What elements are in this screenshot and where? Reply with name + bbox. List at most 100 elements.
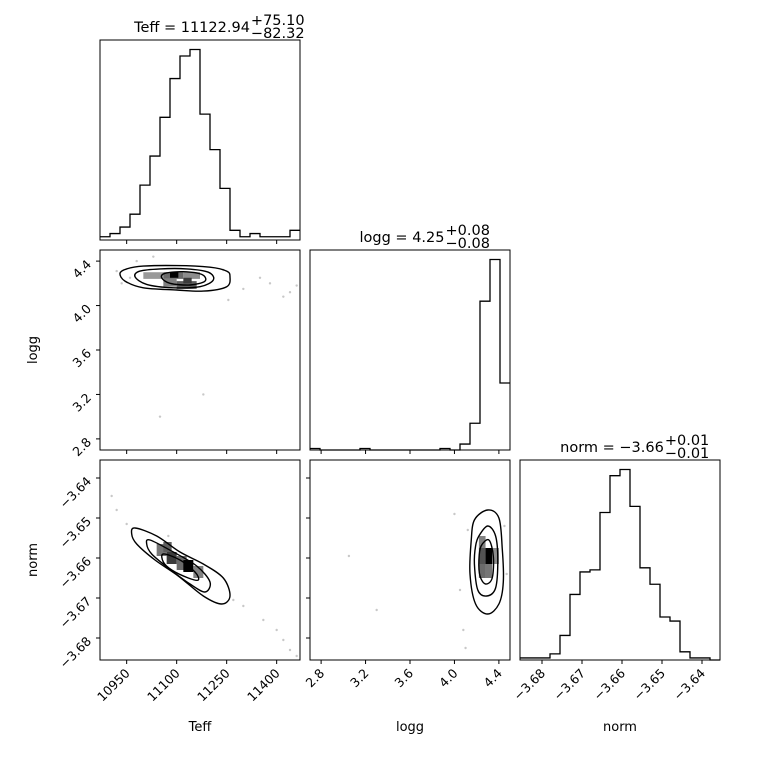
density-cell bbox=[176, 556, 187, 570]
y-tick-label-norm: −3.68 bbox=[56, 633, 94, 671]
density-panel-Teff-norm bbox=[110, 494, 298, 658]
x-tick-label-Teff: 11400 bbox=[244, 665, 283, 704]
scatter-point bbox=[295, 654, 298, 658]
scatter-point bbox=[375, 608, 378, 612]
x-tick-label-logg: 4.4 bbox=[480, 665, 505, 690]
x-axis-label-logg: logg bbox=[396, 720, 424, 735]
scatter-point bbox=[120, 282, 123, 285]
x-tick-label-logg: 4.0 bbox=[436, 665, 461, 690]
scatter-point bbox=[135, 259, 138, 263]
y-tick-label-norm: −3.67 bbox=[56, 594, 94, 632]
scatter-point bbox=[288, 291, 292, 294]
scatter-point bbox=[462, 628, 465, 632]
panel-title-norm: norm = −3.66 +0.01−0.01 bbox=[560, 433, 709, 462]
histogram-Teff bbox=[100, 48, 300, 238]
y-tick-label-logg: 2.8 bbox=[69, 434, 94, 459]
title-plus-error-norm: +0.01 bbox=[665, 433, 709, 449]
histogram-logg bbox=[310, 258, 510, 451]
density-cell bbox=[478, 548, 486, 564]
density-cell bbox=[166, 552, 177, 564]
panel-frame-Teff-norm bbox=[99, 459, 301, 661]
scatter-point bbox=[152, 255, 155, 258]
panel-title-Teff: Teff = 11122.94 +75.10−82.32 bbox=[133, 13, 305, 42]
contour-level-1 bbox=[469, 509, 505, 615]
scatter-point bbox=[158, 415, 162, 418]
scatter-point bbox=[505, 572, 508, 576]
y-tick-label-norm: −3.66 bbox=[56, 553, 94, 591]
x-tick-label-Teff: 11100 bbox=[144, 665, 183, 704]
title-value-logg: logg = 4.25 bbox=[360, 230, 445, 246]
scatter-point bbox=[115, 269, 118, 273]
scatter-point bbox=[347, 554, 351, 558]
y-axis-label-norm: norm bbox=[26, 543, 41, 577]
scatter-point bbox=[258, 276, 262, 279]
density-cell bbox=[193, 566, 204, 578]
title-plus-error-Teff: +75.10 bbox=[251, 13, 305, 29]
contour-level-3 bbox=[478, 538, 495, 585]
y-tick-label-norm: −3.65 bbox=[56, 514, 94, 552]
scatter-point bbox=[242, 604, 245, 608]
scatter-point bbox=[466, 528, 469, 532]
density-panel-Teff-logg bbox=[115, 255, 298, 418]
histogram-step-norm bbox=[520, 468, 720, 661]
density-cell bbox=[183, 277, 192, 284]
scatter-point bbox=[242, 287, 245, 291]
scatter-point bbox=[110, 494, 113, 498]
scatter-point bbox=[262, 618, 265, 622]
density-cell bbox=[478, 564, 486, 578]
title-value-Teff: Teff = 11122.94 bbox=[133, 20, 250, 36]
scatter-point bbox=[503, 524, 506, 528]
title-minus-error-Teff: −82.32 bbox=[251, 26, 305, 42]
x-tick-label-norm: −3.65 bbox=[630, 666, 668, 704]
panel-frame-Teff-logg bbox=[99, 249, 301, 451]
scatter-point bbox=[295, 284, 298, 287]
title-plus-error-logg: +0.08 bbox=[445, 223, 489, 239]
panel-title-logg: logg = 4.25 +0.08−0.08 bbox=[360, 223, 490, 252]
histogram-step-Teff bbox=[100, 48, 300, 238]
scatter-point bbox=[288, 648, 292, 652]
x-axis-label-norm: norm bbox=[603, 720, 637, 735]
title-value-norm: norm = −3.66 bbox=[560, 440, 664, 456]
density-cell bbox=[478, 536, 486, 548]
scatter-point bbox=[128, 276, 132, 279]
contour-level-2 bbox=[473, 525, 499, 597]
title-minus-error-norm: −0.01 bbox=[665, 446, 709, 462]
density-cell bbox=[492, 548, 499, 564]
histogram-step-logg bbox=[310, 258, 510, 451]
scatter-point bbox=[275, 628, 278, 632]
x-tick-label-logg: 3.2 bbox=[347, 666, 372, 691]
x-tick-label-norm: −3.68 bbox=[510, 665, 548, 703]
histogram-frame-Teff bbox=[99, 39, 301, 241]
scatter-point bbox=[453, 512, 456, 516]
contour-level-3 bbox=[160, 270, 207, 286]
contour-level-1 bbox=[119, 264, 231, 292]
density-cell bbox=[143, 272, 164, 279]
x-tick-label-Teff: 11250 bbox=[194, 665, 233, 704]
y-tick-label-logg: 4.4 bbox=[69, 257, 94, 282]
title-minus-error-logg: −0.08 bbox=[445, 236, 489, 252]
x-tick-label-logg: 2.8 bbox=[303, 665, 328, 690]
x-tick-label-Teff: 10950 bbox=[94, 665, 133, 704]
density-cell bbox=[485, 548, 493, 564]
scatter-point bbox=[167, 534, 170, 538]
histogram-frame-norm bbox=[519, 459, 721, 661]
scatter-point bbox=[268, 282, 272, 285]
density-cell bbox=[170, 272, 179, 278]
scatter-point bbox=[282, 295, 285, 298]
scatter-point bbox=[125, 522, 128, 526]
scatter-point bbox=[232, 598, 235, 602]
density-cell bbox=[163, 542, 172, 552]
scatter-point bbox=[464, 646, 467, 650]
density-cell bbox=[156, 544, 167, 556]
y-tick-label-logg: 4.0 bbox=[69, 301, 94, 326]
x-tick-label-logg: 3.6 bbox=[391, 665, 416, 690]
y-tick-label-norm: −3.64 bbox=[56, 473, 94, 511]
x-tick-label-norm: −3.66 bbox=[590, 665, 628, 703]
scatter-point bbox=[227, 298, 230, 302]
x-tick-label-norm: −3.67 bbox=[550, 666, 588, 704]
scatter-point bbox=[202, 393, 205, 396]
scatter-point bbox=[458, 588, 462, 592]
scatter-point bbox=[115, 508, 118, 512]
y-axis-label-logg: logg bbox=[26, 336, 41, 364]
